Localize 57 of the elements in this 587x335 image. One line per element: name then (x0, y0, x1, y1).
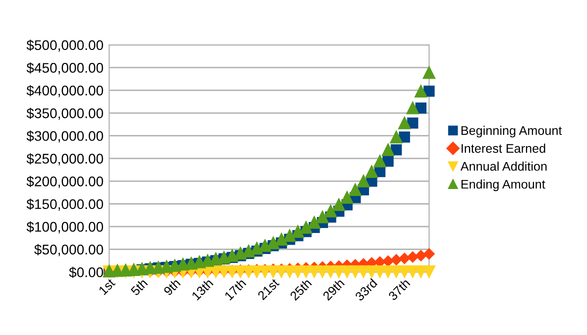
point (398, 116, 411, 130)
point (234, 247, 247, 260)
point (332, 198, 346, 212)
point (407, 251, 418, 263)
point (283, 229, 296, 242)
y-tick-label: $150,000.00 (26, 198, 104, 211)
point (308, 216, 321, 229)
point (414, 84, 428, 98)
point (210, 252, 222, 266)
y-tick-label: $400,000.00 (26, 85, 104, 98)
legend-label: Beginning Amount (462, 126, 562, 138)
point (340, 191, 354, 204)
y-tick-label: $200,000.00 (26, 176, 104, 188)
y-tick-label: $500,000.00 (26, 40, 104, 52)
point (415, 102, 426, 114)
point (424, 86, 435, 97)
point (324, 204, 337, 218)
point (390, 254, 402, 266)
point (365, 165, 378, 178)
point (406, 102, 419, 114)
point (292, 225, 304, 238)
point (390, 144, 402, 156)
x-tick-label: 1st (98, 278, 116, 296)
y-tick-label: $250,000.00 (26, 153, 104, 166)
point (390, 130, 403, 144)
x-tick-label: 13th (191, 278, 214, 301)
x-tick-label: 25th (289, 278, 312, 301)
point (398, 132, 410, 143)
y-tick-label: $350,000.00 (26, 108, 104, 120)
x-tick-label: 37th (388, 278, 410, 301)
point (415, 250, 426, 262)
point (250, 242, 264, 255)
legend-label: Interest Earned (462, 144, 546, 153)
x-tick-label: 5th (130, 278, 148, 296)
point (316, 210, 329, 224)
y-tick-label: $100,000.00 (26, 221, 104, 234)
point (275, 233, 288, 246)
x-tick-label: 9th (162, 278, 181, 296)
point (382, 256, 394, 267)
y-tick-label: $450,000.00 (26, 62, 104, 74)
point (258, 239, 272, 252)
point (422, 265, 436, 278)
y-tick-label: $300,000.00 (26, 130, 104, 143)
point (382, 144, 394, 156)
point (300, 221, 312, 234)
point (398, 252, 410, 264)
point (357, 174, 370, 188)
legend-label: Ending Amount (462, 179, 546, 192)
x-tick-label: 17th (224, 278, 246, 301)
legend-label: Annual Addition (460, 162, 547, 171)
point (422, 66, 436, 79)
point (423, 248, 435, 260)
y-tick-label: $50,000.00 (34, 244, 104, 256)
x-tick-label: 29th (322, 278, 345, 301)
point (349, 184, 362, 196)
point (374, 154, 386, 168)
y-tick-label: $0.00 (69, 266, 104, 278)
